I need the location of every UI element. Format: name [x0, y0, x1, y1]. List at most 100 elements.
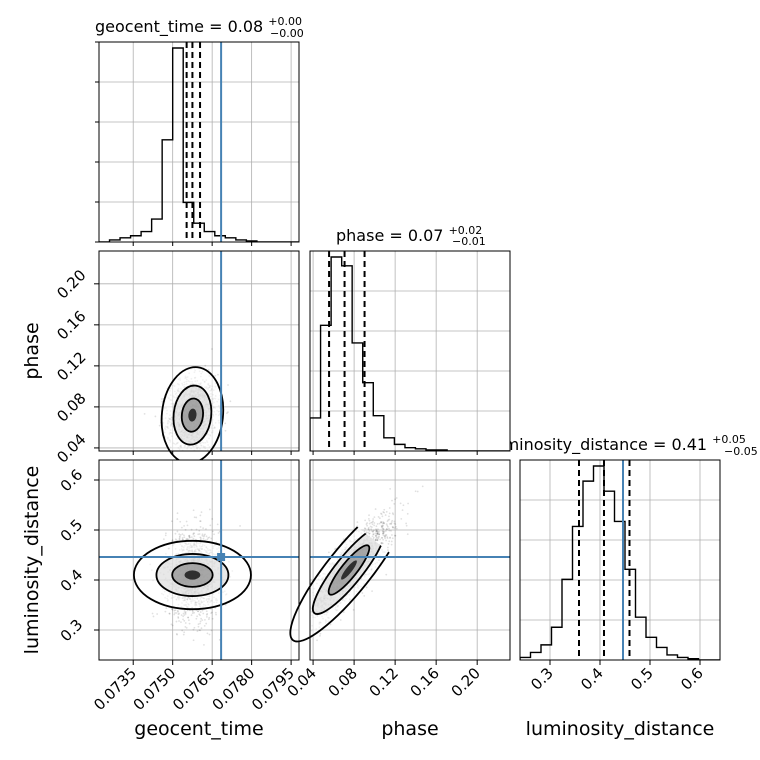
- sample-point: [201, 609, 204, 612]
- sample-point: [198, 529, 201, 532]
- sample-point: [342, 538, 345, 541]
- sample-point: [405, 522, 408, 525]
- sample-point: [373, 524, 376, 527]
- sample-point: [386, 536, 389, 538]
- sample-point: [371, 535, 374, 538]
- sample-point: [173, 613, 176, 616]
- sample-point: [364, 519, 367, 522]
- sample-point: [196, 615, 199, 618]
- sample-point: [319, 632, 322, 635]
- sample-point: [377, 536, 380, 539]
- sample-point: [200, 537, 202, 540]
- sample-point: [171, 456, 173, 458]
- sample-point: [184, 613, 187, 615]
- sample-point: [388, 518, 391, 521]
- panel-luminosity_distance-vs-phase: 0.04 0.08 0.12 0.16 0.20: [284, 459, 511, 700]
- sample-point: [174, 612, 176, 614]
- sample-point: [181, 533, 184, 536]
- sample-point: [376, 523, 379, 525]
- panel-phase-vs-geocent_time: 0.04 0.08 0.12 0.16 0.20: [53, 250, 300, 467]
- sample-point: [385, 528, 388, 530]
- sample-point: [195, 516, 198, 519]
- sample-point: [372, 529, 375, 532]
- x-tick-label-geocent_time: 0.0780: [209, 664, 259, 714]
- sample-point: [200, 627, 203, 630]
- sample-point: [329, 623, 332, 626]
- y-tick-label-phase: 0.04: [53, 430, 89, 466]
- sample-point: [156, 613, 159, 615]
- sample-point: [171, 608, 174, 611]
- sample-point: [384, 535, 387, 538]
- sample-point: [206, 612, 209, 615]
- sample-point: [387, 542, 390, 545]
- sample-point: [368, 530, 371, 532]
- sample-point: [195, 528, 198, 531]
- sample-point: [217, 532, 220, 534]
- sample-point: [392, 513, 395, 516]
- histogram-geocent_time: [99, 47, 299, 242]
- sample-point: [364, 527, 367, 530]
- sample-point: [184, 611, 186, 614]
- sample-point: [391, 537, 394, 540]
- sample-point: [381, 525, 384, 527]
- x-tick-label-geocent_time: 0.0765: [169, 664, 219, 714]
- sample-point: [385, 510, 388, 513]
- sample-point: [158, 424, 161, 427]
- sample-point: [394, 498, 396, 501]
- sample-point: [176, 530, 179, 533]
- sample-point: [374, 508, 377, 510]
- sample-point: [170, 520, 173, 523]
- sample-point: [388, 540, 391, 543]
- sample-point: [401, 509, 404, 512]
- sample-point: [388, 507, 391, 509]
- sample-point: [175, 612, 178, 614]
- sample-point: [378, 533, 380, 536]
- sample-point: [184, 611, 187, 613]
- sample-point: [186, 524, 189, 527]
- sample-point: [391, 525, 394, 528]
- y-tick-label-phase: 0.08: [53, 389, 89, 425]
- sample-point: [208, 536, 211, 539]
- sample-point: [382, 521, 385, 524]
- sample-point: [388, 515, 390, 518]
- sample-point: [373, 522, 376, 524]
- sample-point: [184, 528, 187, 531]
- sample-point: [388, 529, 391, 532]
- sample-point: [367, 518, 370, 520]
- sample-point: [192, 509, 195, 512]
- sample-point: [375, 528, 377, 531]
- sample-point: [384, 534, 387, 537]
- sample-point: [239, 525, 241, 527]
- sample-point: [205, 535, 208, 538]
- sample-point: [390, 540, 393, 543]
- sample-point: [381, 515, 384, 518]
- sample-point: [386, 520, 389, 523]
- x-tick-label-luminosity_distance: 0.5: [627, 664, 657, 694]
- sample-point: [395, 497, 398, 499]
- sample-point: [204, 619, 206, 621]
- sample-point: [352, 608, 355, 611]
- sample-point: [188, 536, 191, 539]
- sample-point: [202, 527, 205, 530]
- sample-point: [183, 534, 185, 537]
- sample-point: [381, 522, 384, 525]
- sample-point: [211, 348, 213, 350]
- sample-point: [173, 609, 176, 612]
- sample-point: [342, 611, 345, 614]
- x-tick-label-phase: 0.12: [366, 664, 402, 700]
- sample-point: [376, 531, 379, 534]
- sample-point: [197, 610, 199, 613]
- y-tick-label-luminosity_distance: 0.4: [57, 566, 87, 596]
- sample-point: [365, 586, 368, 589]
- sample-point: [375, 535, 377, 538]
- sample-point: [381, 527, 384, 530]
- sample-point: [385, 573, 388, 576]
- sample-point: [178, 620, 180, 622]
- sample-point: [394, 534, 397, 537]
- sample-point: [386, 546, 389, 549]
- sample-point: [203, 624, 206, 627]
- sample-point: [375, 530, 378, 532]
- sample-point: [227, 384, 229, 386]
- sample-point: [178, 533, 181, 536]
- sample-point: [368, 532, 371, 535]
